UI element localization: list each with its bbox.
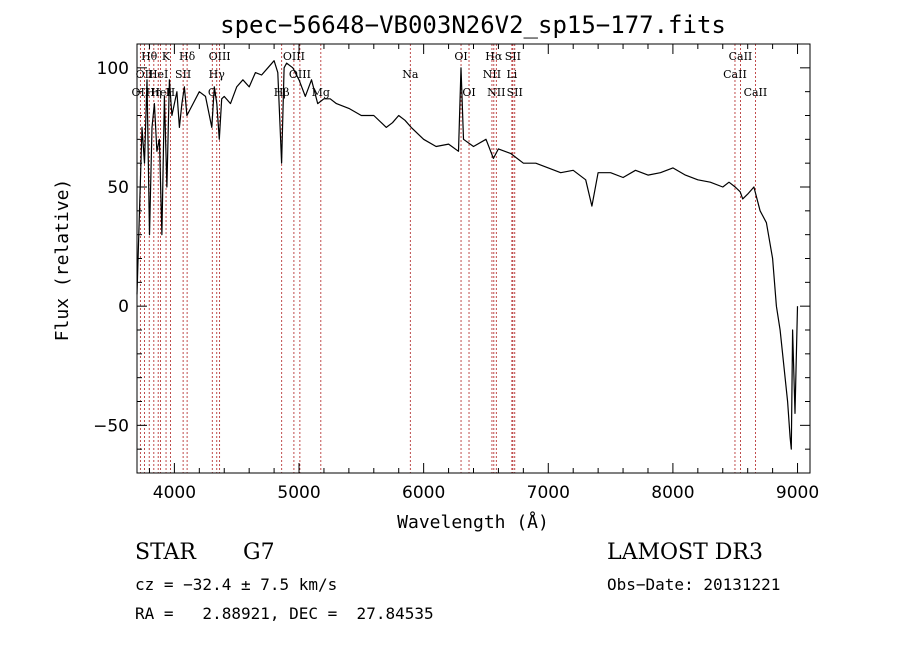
line-label: OIII [209, 50, 231, 63]
line-label: NII [487, 86, 505, 99]
line-label: SII [507, 86, 523, 99]
x-tick-label: 9000 [776, 483, 819, 503]
object-subclass: G7 [243, 540, 275, 565]
line-label: OI [462, 86, 475, 99]
line-label: HeI [150, 86, 170, 99]
spectral-line-markers [139, 44, 756, 473]
line-label: SII [175, 68, 191, 81]
line-label: Hθ [141, 50, 158, 63]
line-label: OIII [283, 50, 305, 63]
plot-frame [136, 43, 811, 474]
line-label: Hγ [209, 68, 226, 81]
x-tick-label: 7000 [527, 483, 570, 503]
line-label: K [162, 50, 171, 63]
x-tick-label: 4000 [153, 483, 196, 503]
line-label: HeI [148, 68, 168, 81]
y-tick-label: 0 [118, 297, 129, 317]
line-label: OII [136, 68, 154, 81]
line-label: G [208, 86, 217, 99]
y-axis-label: Flux (relative) [52, 179, 73, 342]
object-class: STAR [135, 540, 196, 565]
spectral-line-labels: OIIOIIHθHηHeIHeIKHSIIHδGHγOIIIHβOIIIOIII… [132, 50, 768, 99]
line-label: Hα [485, 50, 503, 63]
x-tick-label: 8000 [651, 483, 694, 503]
observation-date: Obs−Date: 20131221 [607, 575, 781, 594]
y-tick-label: 50 [107, 178, 129, 198]
coordinates: RA = 2.88921, DEC = 27.84535 [135, 604, 434, 623]
line-label: Hβ [274, 86, 290, 99]
line-label: SII [505, 50, 521, 63]
line-label: CaII [729, 50, 753, 63]
line-label: CaII [744, 86, 768, 99]
redshift-velocity: cz = −32.4 ± 7.5 km/s [135, 575, 338, 594]
spectrum-series-line [136, 60, 799, 450]
survey-name: LAMOST DR3 [607, 540, 763, 565]
x-axis: 4000 5000 6000 7000 8000 9000 [148, 44, 819, 503]
line-label: NII [483, 68, 501, 81]
line-label: Li [506, 68, 517, 81]
y-axis: −50 0 50 100 [93, 43, 810, 450]
y-tick-label: 100 [97, 59, 129, 79]
line-label: CaII [723, 68, 747, 81]
line-label: Hη [146, 86, 162, 99]
line-label: Na [402, 68, 419, 81]
x-axis-label: Wavelength (Å) [397, 511, 549, 533]
line-label: OI [454, 50, 467, 63]
y-tick-label: −50 [93, 416, 129, 436]
line-label: Hδ [179, 50, 196, 63]
x-tick-label: 5000 [277, 483, 320, 503]
line-label: OII [132, 86, 150, 99]
x-tick-label: 6000 [402, 483, 445, 503]
chart-title: spec−56648−VB003N26V2_sp15−177.fits [220, 11, 726, 39]
line-label: OIII [289, 68, 311, 81]
